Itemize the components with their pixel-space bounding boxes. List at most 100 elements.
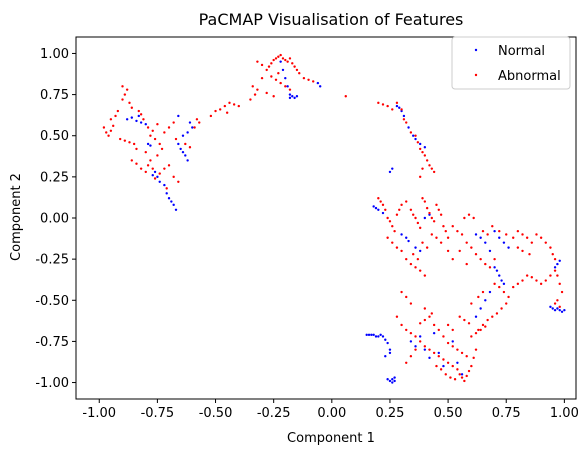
point-normal [437, 351, 440, 355]
point-abnormal [409, 262, 413, 266]
point-normal [139, 121, 143, 124]
point-abnormal [414, 266, 417, 269]
point-abnormal [421, 197, 424, 200]
point-normal [284, 76, 287, 80]
point-normal [367, 333, 371, 337]
x-tick-label: -1.00 [82, 406, 116, 421]
point-abnormal [156, 154, 159, 157]
point-abnormal [386, 104, 389, 108]
point-normal [553, 266, 557, 269]
point-normal [177, 142, 180, 146]
point-abnormal [428, 348, 431, 351]
point-abnormal [118, 137, 122, 141]
point-normal [316, 81, 320, 85]
point-normal [395, 104, 399, 108]
point-abnormal [381, 103, 385, 106]
point-abnormal [477, 295, 480, 299]
point-abnormal [446, 249, 450, 253]
point-abnormal [177, 180, 180, 183]
point-abnormal [432, 351, 436, 355]
point-normal [393, 376, 396, 379]
point-normal [377, 208, 380, 211]
point-abnormal [160, 147, 164, 151]
point-abnormal [344, 95, 347, 98]
point-normal [407, 126, 410, 129]
point-normal [479, 236, 482, 239]
point-abnormal [465, 355, 468, 358]
point-normal [151, 174, 154, 177]
point-abnormal [209, 114, 213, 118]
point-normal [186, 131, 189, 134]
point-abnormal [558, 305, 561, 309]
point-abnormal [151, 129, 154, 132]
point-abnormal [167, 126, 171, 129]
point-abnormal [251, 85, 254, 88]
point-abnormal [423, 200, 427, 203]
point-abnormal [423, 307, 427, 310]
point-normal [558, 259, 561, 262]
point-abnormal [307, 78, 310, 81]
point-abnormal [288, 57, 292, 60]
point-normal [409, 340, 413, 343]
point-abnormal [451, 364, 454, 368]
point-abnormal [458, 249, 461, 253]
point-abnormal [456, 368, 459, 371]
point-abnormal [102, 126, 106, 129]
y-axis-label: Component 2 [9, 173, 24, 261]
y-tick-label: -0.75 [35, 335, 69, 350]
point-abnormal [395, 315, 399, 318]
point-abnormal [418, 147, 422, 151]
point-abnormal [198, 121, 201, 124]
point-abnormal [414, 134, 417, 137]
point-normal [484, 241, 487, 244]
x-tick-label: 0.00 [317, 406, 346, 421]
point-abnormal [109, 129, 113, 132]
point-normal [423, 348, 427, 351]
point-abnormal [481, 323, 485, 327]
point-abnormal [284, 58, 287, 62]
point-abnormal [274, 57, 278, 60]
point-abnormal [451, 328, 454, 332]
chart-title: PaCMAP Visualisation of Features [199, 10, 464, 29]
point-abnormal [174, 137, 178, 141]
point-normal [556, 262, 559, 266]
point-abnormal [409, 331, 413, 335]
point-abnormal [446, 341, 450, 345]
point-abnormal [135, 162, 138, 165]
point-normal [167, 197, 171, 200]
point-abnormal [128, 101, 131, 105]
point-normal [549, 305, 552, 309]
point-abnormal [437, 208, 440, 211]
point-normal [188, 121, 192, 124]
point-abnormal [553, 269, 557, 272]
point-abnormal [418, 269, 422, 272]
point-normal [493, 229, 496, 233]
point-normal [563, 308, 566, 312]
point-abnormal [451, 257, 454, 261]
point-abnormal [116, 109, 120, 113]
point-abnormal [444, 229, 447, 233]
point-abnormal [467, 322, 471, 325]
point-abnormal [293, 65, 296, 68]
point-normal [398, 106, 401, 109]
point-abnormal [435, 203, 438, 207]
point-abnormal [558, 282, 561, 286]
point-normal [156, 175, 159, 179]
point-abnormal [237, 104, 240, 108]
point-abnormal [465, 262, 468, 266]
point-abnormal [428, 315, 431, 318]
x-tick-label: 0.75 [492, 406, 521, 421]
point-abnormal [474, 331, 478, 335]
point-abnormal [439, 241, 443, 244]
point-abnormal [167, 164, 171, 167]
point-abnormal [418, 226, 422, 230]
point-abnormal [491, 225, 494, 228]
point-abnormal [437, 328, 440, 332]
point-abnormal [105, 131, 108, 134]
point-abnormal [414, 335, 417, 338]
plot-area [102, 53, 566, 384]
series-abnormal [102, 53, 564, 383]
point-abnormal [400, 108, 403, 111]
point-normal [495, 269, 499, 272]
point-normal [558, 308, 561, 312]
